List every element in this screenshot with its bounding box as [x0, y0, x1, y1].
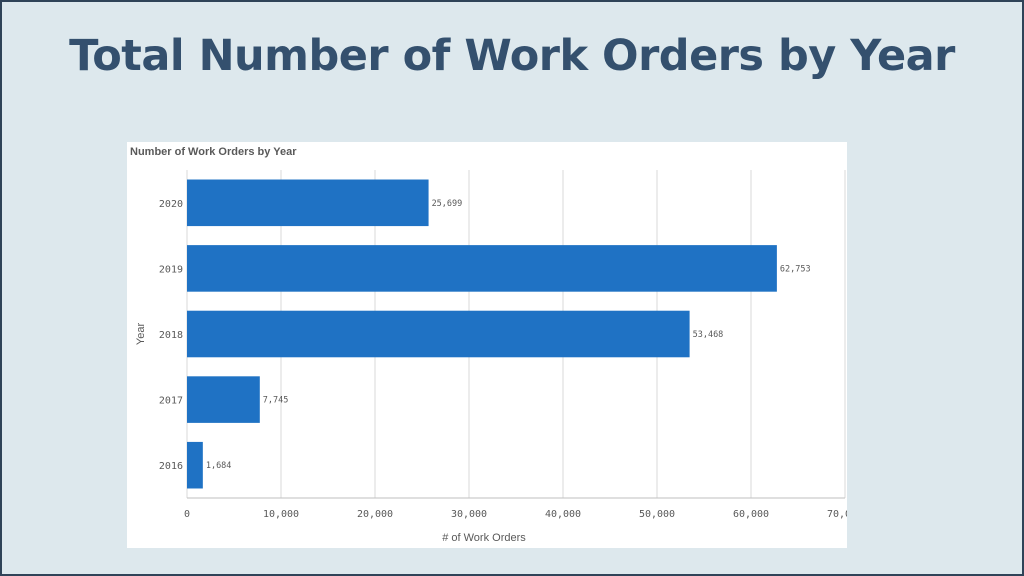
chart-panel: Number of Work Orders by Year 0 10,000 20,… — [127, 142, 847, 548]
value-label: 25,699 — [432, 199, 463, 209]
bar-2017[interactable] — [187, 376, 260, 423]
labels: 0 10,000 20,000 30,000 40,000 50,000 60,000 70,… — [159, 199, 847, 520]
y-axis-title: Year — [135, 323, 147, 346]
value-label: 62,753 — [780, 264, 811, 274]
y-tick-label: 2016 — [159, 461, 183, 472]
bar-2020[interactable] — [187, 179, 429, 227]
x-tick-label: 60,000 — [733, 509, 769, 520]
bar-chart: 0 10,000 20,000 30,000 40,000 50,000 60,000 70,… — [135, 170, 847, 544]
y-tick-label: 2020 — [159, 199, 183, 210]
y-tick-label: 2018 — [159, 330, 183, 341]
x-tick-label: 20,000 — [357, 509, 393, 520]
value-label: 1,684 — [206, 461, 232, 471]
bar-2019[interactable] — [187, 245, 777, 292]
y-tick-label: 2019 — [159, 264, 183, 275]
x-tick-label: 10,000 — [263, 509, 299, 520]
value-label: 53,468 — [693, 330, 724, 340]
bar-2018[interactable] — [187, 310, 690, 358]
x-tick-label: 30,000 — [451, 509, 487, 520]
chart-title: Number of Work Orders by Year — [130, 146, 297, 158]
x-tick-label: 50,000 — [639, 509, 675, 520]
value-label: 7,745 — [263, 396, 289, 406]
bars — [187, 179, 777, 489]
y-tick-label: 2017 — [159, 396, 183, 407]
x-tick-label: 70,000 — [827, 509, 847, 520]
x-axis-title: # of Work Orders — [442, 532, 526, 544]
x-tick-label: 0 — [184, 509, 190, 520]
slide-title: Total Number of Work Orders by Year — [69, 31, 955, 81]
bar-2016[interactable] — [187, 441, 203, 489]
x-tick-label: 40,000 — [545, 509, 581, 520]
